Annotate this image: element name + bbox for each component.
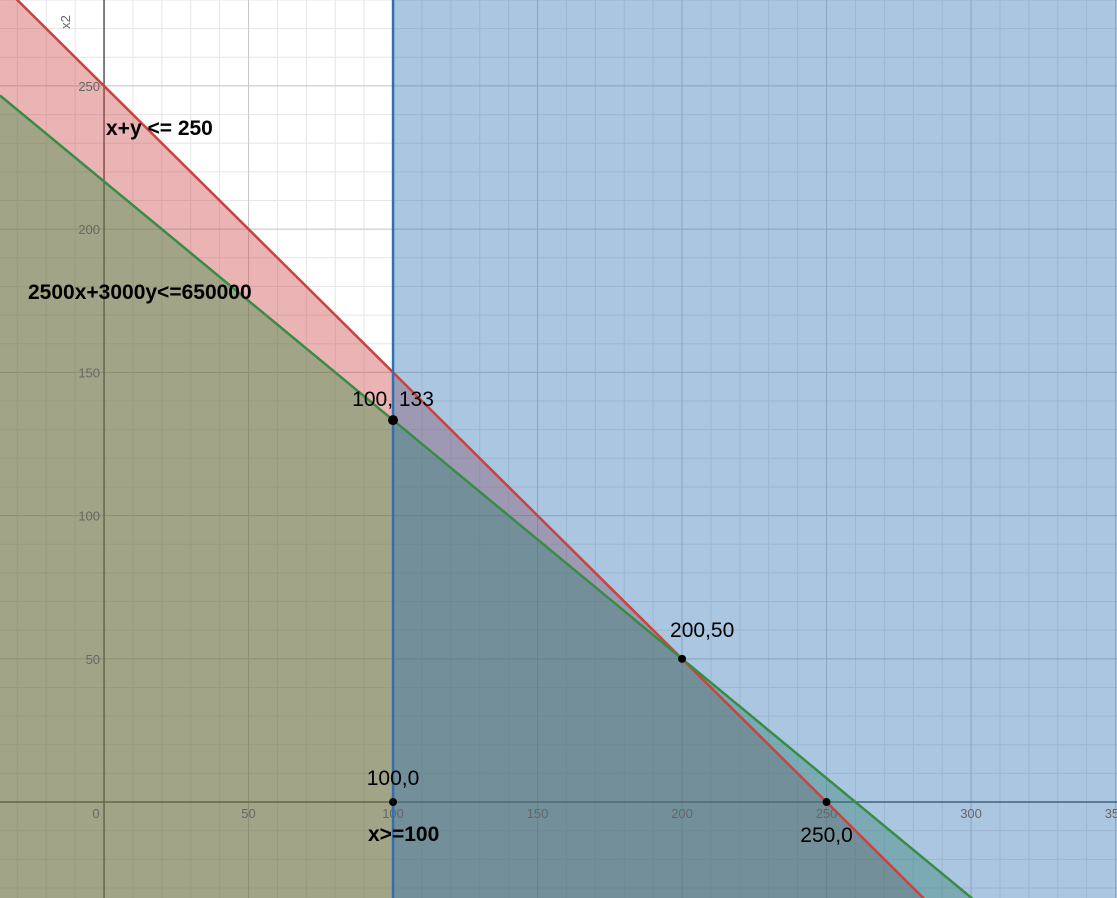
vertex-point [678, 654, 687, 663]
point-label: 100,0 [367, 767, 420, 790]
feasible-region [0, 0, 924, 898]
x-tick-label: 50 [241, 806, 255, 821]
point-label: 100, 133 [352, 388, 434, 411]
constraint-label: x>=100 [368, 823, 439, 846]
x-tick-label: 250 [816, 806, 838, 821]
feasible-region [393, 0, 1117, 898]
x-tick-label: 0 [92, 806, 99, 821]
x-tick-label: 300 [960, 806, 982, 821]
x-tick-label: 150 [527, 806, 549, 821]
x-tick-label: 350 [1105, 806, 1117, 821]
constraint-label: x+y <= 250 [106, 117, 213, 140]
vertex-point [388, 415, 399, 426]
y-tick-label: 100 [78, 509, 100, 524]
y-tick-label: 150 [78, 365, 100, 380]
point-label: 250,0 [800, 824, 853, 847]
constraint-line [0, 94, 974, 898]
y-tick-label: 50 [86, 652, 100, 667]
x-tick-label: 100 [382, 806, 404, 821]
vertex-point [822, 798, 831, 807]
y-tick-label: 250 [78, 79, 100, 94]
y-axis-label: x2 [58, 15, 73, 29]
point-label: 200,50 [670, 619, 734, 642]
constraint-label: 2500x+3000y<=650000 [28, 281, 252, 304]
y-tick-label: 200 [78, 222, 100, 237]
x-tick-label: 200 [671, 806, 693, 821]
vertex-point [389, 798, 398, 807]
